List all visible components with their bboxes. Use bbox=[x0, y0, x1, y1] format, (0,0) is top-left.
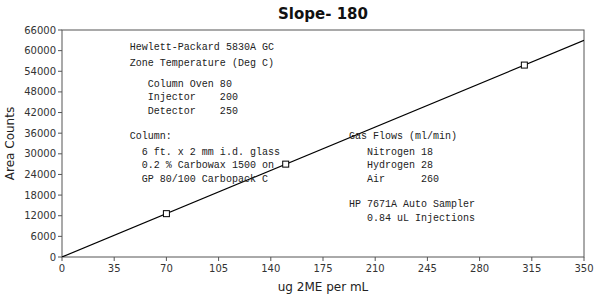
annotation: Zone Temperature (Deg C) bbox=[130, 58, 274, 69]
y-tick bbox=[58, 257, 62, 258]
x-tick bbox=[166, 257, 167, 261]
data-point bbox=[163, 211, 169, 217]
annotation: GP 80/100 Carbopack C bbox=[130, 174, 268, 185]
y-tick-label: 6000 bbox=[31, 231, 56, 242]
annotation: 6 ft. x 2 mm i.d. glass bbox=[130, 147, 280, 158]
x-tick bbox=[270, 257, 271, 261]
annotation: Hydrogen 28 bbox=[349, 160, 433, 171]
x-tick-label: 0 bbox=[59, 263, 65, 274]
y-tick bbox=[58, 215, 62, 216]
x-tick bbox=[427, 257, 428, 261]
plot-frame bbox=[62, 30, 584, 257]
x-tick-label: 350 bbox=[574, 263, 593, 274]
y-tick bbox=[58, 112, 62, 113]
x-axis-label: ug 2ME per mL bbox=[278, 280, 369, 294]
chart: 0 35 70 105 140 175 210 245 280 315 350 0 6000 12000 1… bbox=[0, 0, 600, 301]
title: Slope- 180 bbox=[278, 5, 368, 23]
x-tick bbox=[375, 257, 376, 261]
annotation: Column: bbox=[130, 131, 172, 142]
x-tick-label: 210 bbox=[366, 263, 385, 274]
y-tick bbox=[58, 91, 62, 92]
y-tick bbox=[58, 153, 62, 154]
x-tick-label: 35 bbox=[108, 263, 121, 274]
y-tick bbox=[58, 30, 62, 31]
y-tick-label: 36000 bbox=[24, 128, 56, 139]
x-tick-label: 280 bbox=[470, 263, 489, 274]
y-tick-label: 30000 bbox=[24, 148, 56, 159]
annotation: 0.84 uL Injections bbox=[349, 213, 475, 224]
annotation: Detector 250 bbox=[130, 106, 238, 117]
data-point bbox=[521, 62, 527, 68]
y-tick-label: 42000 bbox=[24, 107, 56, 118]
x-tick-label: 175 bbox=[313, 263, 332, 274]
data-point bbox=[283, 161, 289, 167]
y-tick bbox=[58, 174, 62, 175]
x-tick bbox=[218, 257, 219, 261]
x-tick bbox=[479, 257, 480, 261]
x-tick-label: 245 bbox=[418, 263, 437, 274]
y-axis-label: Area Counts bbox=[3, 107, 17, 180]
annotation: HP 7671A Auto Sampler bbox=[349, 199, 475, 210]
calibration-line bbox=[62, 40, 584, 257]
x-tick bbox=[323, 257, 324, 261]
x-tick bbox=[114, 257, 115, 261]
annotation: Nitrogen 18 bbox=[349, 147, 433, 158]
y-tick bbox=[58, 236, 62, 237]
y-tick bbox=[58, 195, 62, 196]
annotation: Column Oven 80 bbox=[130, 79, 232, 90]
y-tick-label: 54000 bbox=[24, 66, 56, 77]
annotation: Injector 200 bbox=[130, 92, 238, 103]
marks bbox=[62, 40, 584, 257]
y-tick-label: 12000 bbox=[24, 210, 56, 221]
x-tick bbox=[584, 257, 585, 261]
y-tick-label: 48000 bbox=[24, 86, 56, 97]
x-tick bbox=[62, 257, 63, 261]
y-tick-label: 18000 bbox=[24, 190, 56, 201]
x-tick-label: 105 bbox=[209, 263, 228, 274]
y-tick-label: 60000 bbox=[24, 45, 56, 56]
x-tick-label: 70 bbox=[160, 263, 173, 274]
y-tick-label: 66000 bbox=[24, 25, 56, 36]
y-tick bbox=[58, 71, 62, 72]
x-tick-label: 140 bbox=[261, 263, 280, 274]
annotation: Hewlett-Packard 5830A GC bbox=[130, 42, 274, 53]
annotation: 0.2 % Carbowax 1500 on bbox=[130, 160, 274, 171]
x-tick bbox=[531, 257, 532, 261]
annotation: Gas Flows (ml/min) bbox=[349, 131, 457, 142]
y-tick-label: 24000 bbox=[24, 169, 56, 180]
y-tick bbox=[58, 50, 62, 51]
annotation: Air 260 bbox=[349, 174, 439, 185]
y-tick-label: 0 bbox=[50, 252, 56, 263]
x-tick-label: 315 bbox=[522, 263, 541, 274]
y-tick bbox=[58, 133, 62, 134]
